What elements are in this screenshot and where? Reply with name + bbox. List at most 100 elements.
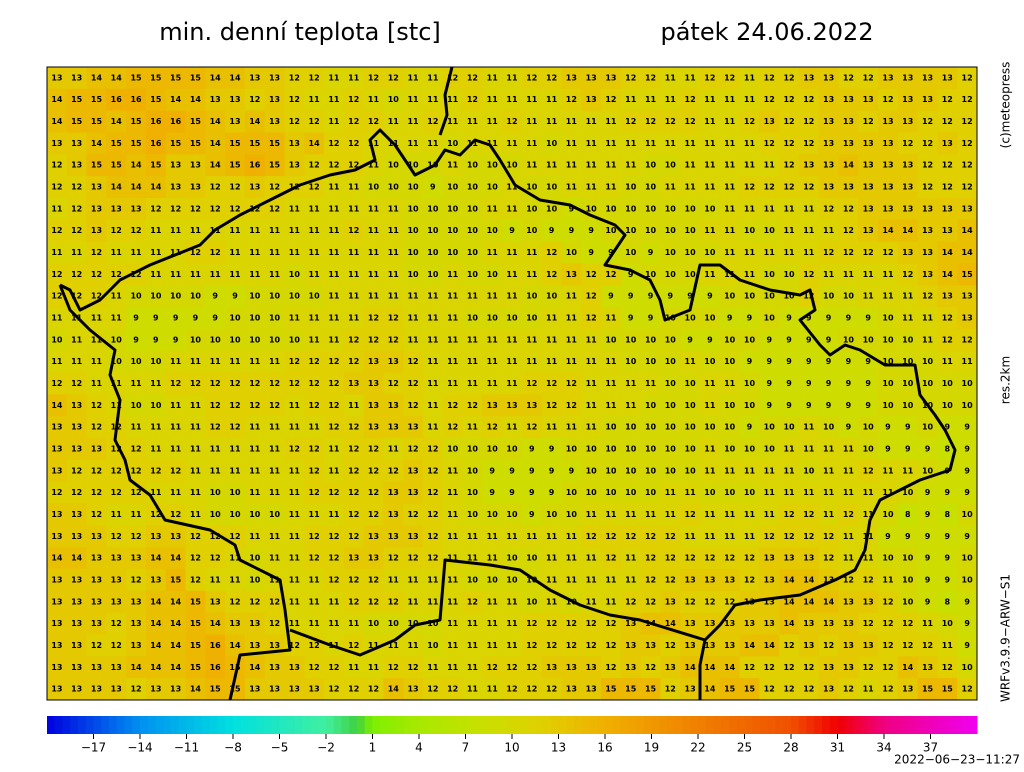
- temperature-value: 9: [846, 314, 852, 323]
- field-cell: [205, 176, 226, 199]
- field-cell: [264, 241, 285, 264]
- temperature-value: 11: [487, 379, 499, 388]
- temperature-value: 13: [190, 183, 201, 192]
- field-cell: [225, 328, 246, 352]
- field-cell: [680, 154, 701, 177]
- temperature-value: 10: [645, 357, 657, 366]
- temperature-value: 11: [704, 161, 716, 170]
- temperature-value: 13: [51, 444, 62, 453]
- temperature-value: 11: [427, 597, 439, 606]
- field-cell: [225, 88, 246, 112]
- field-cell: [383, 197, 404, 221]
- temperature-value: 11: [328, 270, 340, 279]
- temperature-value: 10: [249, 510, 261, 519]
- temperature-value: 11: [388, 204, 400, 213]
- temperature-value: 12: [130, 532, 141, 541]
- temperature-value: 9: [747, 423, 753, 432]
- field-cell: [917, 110, 938, 133]
- field-cell: [699, 132, 721, 155]
- colorbar-tick-label: −8: [224, 741, 242, 755]
- temperature-value: 9: [806, 401, 812, 410]
- field-cell: [620, 88, 642, 112]
- temperature-value: 15: [91, 117, 103, 126]
- temperature-value: 11: [190, 357, 202, 366]
- field-cell: [878, 307, 899, 330]
- temperature-value: 11: [882, 270, 894, 279]
- temperature-value: 13: [922, 226, 933, 235]
- field-cell: [225, 176, 246, 199]
- temperature-value: 11: [506, 335, 518, 344]
- field-cell: [244, 263, 266, 286]
- temperature-value: 11: [368, 270, 380, 279]
- temperature-value: 13: [823, 183, 834, 192]
- temperature-value: 10: [625, 183, 637, 192]
- temperature-value: 14: [942, 270, 954, 279]
- temperature-value: 13: [289, 685, 300, 694]
- temperature-value: 11: [467, 532, 479, 541]
- temperature-value: 9: [668, 292, 674, 301]
- temperature-value: 11: [566, 335, 578, 344]
- temperature-value: 11: [566, 357, 578, 366]
- field-cell: [680, 197, 701, 221]
- field-cell: [363, 110, 384, 133]
- temperature-value: 15: [645, 685, 657, 694]
- temperature-value: 11: [962, 357, 974, 366]
- temperature-value: 11: [863, 292, 875, 301]
- temperature-value: 11: [764, 204, 776, 213]
- field-cell: [47, 132, 68, 155]
- temperature-value: 10: [764, 314, 776, 323]
- temperature-value: 13: [309, 685, 320, 694]
- temperature-value: 12: [407, 510, 418, 519]
- temperature-value: 12: [51, 161, 62, 170]
- field-cell: [383, 307, 404, 330]
- temperature-value: 11: [348, 204, 360, 213]
- temperature-value: 10: [645, 401, 657, 410]
- temperature-value: 11: [625, 95, 637, 104]
- field-cell: [462, 241, 483, 264]
- temperature-value: 11: [487, 641, 499, 650]
- temperature-value: 13: [111, 597, 122, 606]
- temperature-value: 11: [843, 488, 855, 497]
- temperature-value: 11: [229, 466, 241, 475]
- temperature-value: 13: [942, 139, 953, 148]
- temperature-value: 11: [566, 532, 578, 541]
- field-cell: [818, 307, 839, 330]
- temperature-value: 15: [150, 161, 162, 170]
- field-cell: [86, 263, 107, 286]
- field-cell: [699, 176, 721, 199]
- field-cell: [86, 67, 107, 90]
- field-cell: [324, 307, 345, 330]
- temperature-value: 8: [905, 510, 911, 519]
- field-cell: [264, 328, 285, 352]
- temperature-value: 11: [506, 139, 518, 148]
- temperature-value: 12: [309, 73, 320, 82]
- field-cell: [957, 241, 978, 264]
- field-cell: [126, 197, 147, 221]
- temperature-value: 13: [863, 95, 874, 104]
- temperature-value: 11: [348, 270, 360, 279]
- temperature-value: 11: [823, 466, 835, 475]
- temperature-value: 11: [289, 466, 301, 475]
- field-cell: [521, 197, 543, 221]
- temperature-value: 10: [586, 466, 598, 475]
- field-cell: [739, 132, 760, 155]
- field-cell: [502, 307, 523, 330]
- temperature-value: 11: [210, 270, 222, 279]
- temperature-value: 12: [546, 401, 557, 410]
- temperature-value: 11: [506, 270, 518, 279]
- field-cell: [917, 88, 938, 112]
- temperature-value: 10: [922, 466, 934, 475]
- temperature-value: 12: [566, 619, 577, 628]
- colorbar-segment: [845, 716, 854, 734]
- colorbar-segment: [302, 716, 311, 734]
- temperature-value: 12: [625, 117, 636, 126]
- temperature-value: 13: [91, 663, 102, 672]
- temperature-value: 12: [704, 554, 715, 563]
- temperature-value: 14: [150, 663, 162, 672]
- temperature-value: 11: [704, 117, 716, 126]
- temperature-value: 10: [605, 226, 617, 235]
- temperature-value: 9: [628, 314, 634, 323]
- temperature-value: 11: [328, 95, 340, 104]
- temperature-value: 13: [407, 423, 418, 432]
- field-cell: [126, 328, 147, 352]
